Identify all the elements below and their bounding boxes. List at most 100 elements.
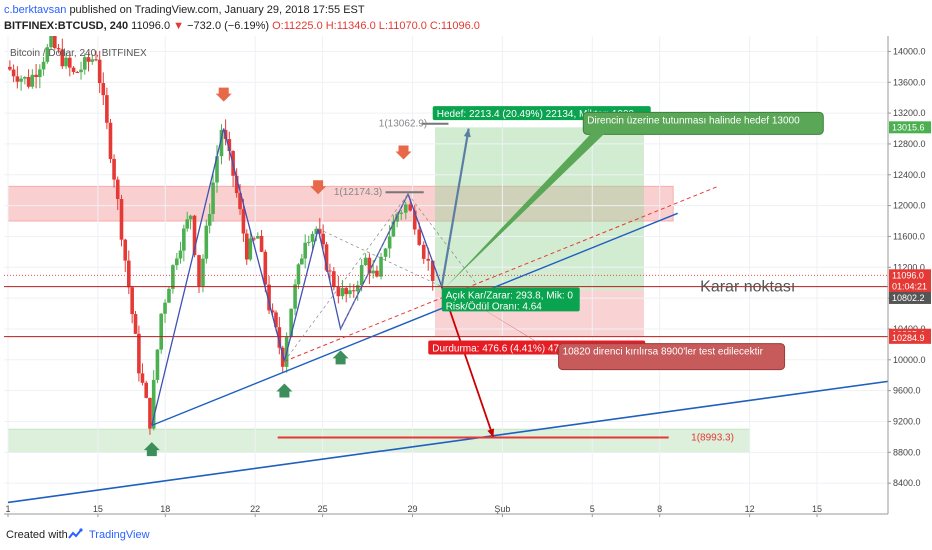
candle-body <box>383 248 388 257</box>
support-trendline <box>151 212 678 426</box>
time-tick-label: 12 <box>745 504 755 514</box>
tradingview-brand-link[interactable]: TradingView <box>89 529 150 541</box>
resistance-note-pointer <box>446 132 606 287</box>
price-chart[interactable]: 1(13062.9) 1(12174.3) 1(8993.3) Hedef: 2213… <box>0 36 932 518</box>
candle-body <box>296 264 301 285</box>
candle-body <box>26 77 31 87</box>
price-badge-label: 01:04:21 <box>892 282 927 292</box>
candle-body <box>97 59 102 84</box>
down-arrow-marker-icon <box>215 87 232 102</box>
pnl-label <box>441 287 580 312</box>
candle-body <box>155 349 160 380</box>
candle-body <box>49 36 53 48</box>
resistance-note <box>582 111 824 135</box>
candle-body <box>234 175 239 194</box>
candle-body <box>318 228 322 234</box>
candle-body <box>112 158 116 180</box>
price-tick-label: 8400.0 <box>893 478 921 488</box>
time-tick-label: 25 <box>318 504 328 514</box>
candle-body <box>105 95 109 123</box>
pattern-connector <box>284 193 409 362</box>
candle-body <box>108 122 113 159</box>
ohlc-values: O:11225.0 H:11346.0 L:11070.0 C:11096.0 <box>272 20 480 32</box>
candle-body <box>344 288 349 295</box>
candle-body <box>391 221 396 237</box>
time-tick-label: 1 <box>5 504 10 514</box>
candle-body <box>101 83 106 96</box>
candle-body <box>211 182 215 214</box>
long-trendline <box>7 380 889 504</box>
candle-body <box>324 244 329 271</box>
candle-body <box>15 76 20 82</box>
tradingview-logo-icon <box>68 528 83 539</box>
last-price: 11096.0 <box>131 20 171 32</box>
fib-13062-label: 1(13062.9) <box>379 119 427 130</box>
candle-body <box>90 59 95 62</box>
candle-body <box>38 69 42 78</box>
candle-body <box>306 241 311 243</box>
header-line-2: BITFINEX:BTCUSD, 240 11096.0 ▼ −732.0 (−… <box>4 20 480 32</box>
candle-body <box>119 199 124 240</box>
time-tick-label: 15 <box>812 504 822 514</box>
price-badge <box>889 269 931 282</box>
candle-body <box>201 258 205 287</box>
time-tick-label: 5 <box>590 504 595 514</box>
candle-body <box>430 260 435 281</box>
candle-body <box>421 244 426 259</box>
support-note <box>558 343 786 371</box>
candle-body <box>126 260 131 288</box>
candle-body <box>363 257 368 266</box>
candle-body <box>263 251 268 285</box>
candle-body <box>351 290 356 292</box>
candle-body <box>86 57 91 62</box>
candle-body <box>167 288 171 303</box>
header-line-1: c.berktavsan published on TradingView.co… <box>4 4 365 16</box>
stop-label-text: Durdurma: 476.6 (4.41%) 4768, Miktar: 10… <box>432 344 631 355</box>
candle-body <box>348 290 352 295</box>
time-tick-label: 8 <box>657 504 662 514</box>
candle-body <box>399 212 404 214</box>
down-arrow-marker-icon <box>395 145 412 160</box>
candle-body <box>277 327 282 348</box>
candle-body <box>11 69 16 77</box>
down-projection-arrow-head <box>487 428 495 438</box>
pnl-label-text: Risk/Ödül Oranı: 4.64 <box>446 300 543 312</box>
target-label-text: Hedef: 2213.4 (20.49%) 22134, Miktar: 10… <box>437 109 635 120</box>
price-badge <box>889 121 931 134</box>
candle-body <box>204 225 209 259</box>
price-tick-label: 11200.0 <box>893 262 925 272</box>
candle-body <box>238 193 242 210</box>
candle-body <box>426 258 431 261</box>
candle-body <box>182 228 186 251</box>
support-note-pointer <box>446 286 575 366</box>
candle-body <box>45 47 50 62</box>
price-tick-label: 12400.0 <box>893 170 926 180</box>
up-projection-arrow-head <box>463 128 471 138</box>
candle-body <box>328 270 332 272</box>
fib-12174-label: 1(12174.3) <box>334 187 382 198</box>
candle-body <box>314 228 319 234</box>
candle-body <box>412 210 417 230</box>
candle-body <box>23 77 27 79</box>
candle-body <box>375 270 379 277</box>
price-tick-label: 9200.0 <box>893 416 921 426</box>
price-badge <box>889 291 931 304</box>
candle-body <box>60 49 65 67</box>
candle-body <box>321 233 325 245</box>
author-link[interactable]: c.berktavsan <box>4 4 67 16</box>
up-arrow-marker-icon <box>276 383 293 398</box>
candle-body <box>248 238 253 260</box>
candle-body <box>293 284 297 309</box>
time-tick-label: 15 <box>93 504 103 514</box>
fib-8993-label: 1(8993.3) <box>691 432 734 443</box>
price-tick-label: 13200.0 <box>893 108 926 118</box>
price-badge-label: 10284.9 <box>892 333 925 343</box>
candle-body <box>289 308 293 338</box>
candle-body <box>215 156 219 183</box>
candle-body <box>267 284 271 311</box>
up-projection-arrow <box>440 128 470 287</box>
published-text: published on TradingView.com, January 29… <box>69 4 365 16</box>
candle-body <box>130 287 134 315</box>
candle-body <box>79 69 83 73</box>
candle-body <box>207 213 212 226</box>
